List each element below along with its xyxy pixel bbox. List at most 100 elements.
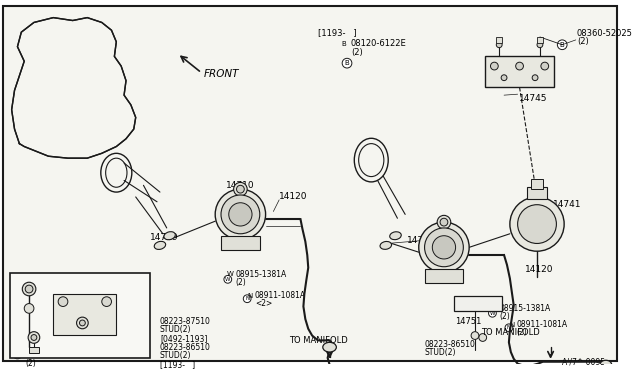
- Circle shape: [77, 317, 88, 329]
- Circle shape: [24, 304, 34, 313]
- Ellipse shape: [106, 158, 127, 187]
- Text: (2): (2): [577, 37, 589, 46]
- Text: 08120-61633: 08120-61633: [25, 350, 76, 359]
- Text: B: B: [345, 60, 349, 66]
- Bar: [537, 37, 543, 43]
- Text: 08360-52025: 08360-52025: [577, 29, 632, 38]
- Text: W: W: [225, 277, 230, 282]
- Text: B: B: [342, 41, 346, 47]
- Text: 14751: 14751: [456, 317, 482, 326]
- Text: 08223-87510: 08223-87510: [160, 317, 211, 326]
- Text: [0492-0893]: [0492-0893]: [39, 293, 86, 302]
- Text: STUD(2): STUD(2): [160, 325, 191, 334]
- Circle shape: [419, 222, 469, 273]
- Ellipse shape: [390, 232, 401, 240]
- Text: 14719: 14719: [407, 236, 436, 245]
- Circle shape: [215, 189, 266, 240]
- Circle shape: [516, 62, 524, 70]
- Text: 08120-6122E: 08120-6122E: [351, 39, 406, 48]
- Text: 14120: 14120: [525, 265, 554, 274]
- Ellipse shape: [600, 360, 612, 369]
- Text: B: B: [15, 351, 20, 357]
- Circle shape: [424, 228, 463, 267]
- Circle shape: [510, 197, 564, 251]
- Text: [1193-   ]: [1193- ]: [160, 360, 195, 369]
- Text: STUD(2): STUD(2): [424, 349, 456, 357]
- Text: 08911-1081A: 08911-1081A: [255, 291, 306, 300]
- Bar: [221, 236, 260, 250]
- Ellipse shape: [355, 138, 388, 182]
- Bar: [454, 296, 502, 311]
- Circle shape: [541, 62, 548, 70]
- Circle shape: [490, 62, 498, 70]
- Text: B: B: [560, 42, 564, 48]
- Text: W: W: [227, 272, 234, 278]
- Text: 14741: 14741: [552, 200, 581, 209]
- Text: (2): (2): [351, 48, 363, 57]
- Text: (2): (2): [25, 359, 36, 368]
- Bar: [53, 294, 116, 334]
- Circle shape: [224, 275, 232, 283]
- Circle shape: [505, 324, 513, 332]
- Polygon shape: [12, 17, 136, 158]
- Circle shape: [479, 334, 486, 341]
- Circle shape: [228, 203, 252, 226]
- Circle shape: [234, 182, 247, 196]
- Bar: [531, 179, 543, 189]
- Bar: [424, 269, 463, 283]
- Text: [1193-   ]: [1193- ]: [318, 28, 356, 37]
- Bar: [10, 273, 150, 358]
- Text: 14745: 14745: [518, 94, 547, 103]
- Circle shape: [243, 295, 251, 302]
- Text: 14719: 14719: [150, 233, 179, 242]
- Ellipse shape: [101, 153, 132, 192]
- Circle shape: [25, 285, 33, 293]
- Circle shape: [342, 58, 352, 68]
- Text: 08915-1381A: 08915-1381A: [236, 270, 287, 279]
- Text: 14755P: 14755P: [456, 299, 487, 308]
- Text: (2): (2): [516, 328, 527, 337]
- Text: TO MANIFOLD: TO MANIFOLD: [481, 328, 540, 337]
- Circle shape: [501, 75, 507, 81]
- Circle shape: [518, 205, 556, 243]
- Text: 08223-86510: 08223-86510: [424, 340, 476, 349]
- Bar: [29, 347, 39, 353]
- Circle shape: [433, 236, 456, 259]
- Circle shape: [13, 349, 22, 359]
- Text: (2): (2): [236, 278, 246, 287]
- Circle shape: [58, 297, 68, 307]
- Text: 08223-86510: 08223-86510: [160, 343, 211, 352]
- Bar: [484, 57, 554, 87]
- Text: N: N: [507, 325, 511, 330]
- Circle shape: [79, 320, 85, 326]
- Text: [0492-1193]: [0492-1193]: [160, 334, 207, 343]
- Text: 14710: 14710: [426, 248, 455, 257]
- Circle shape: [532, 75, 538, 81]
- Text: N: N: [245, 296, 249, 301]
- Circle shape: [221, 195, 260, 234]
- Text: 14120: 14120: [279, 192, 308, 201]
- Text: <2>: <2>: [255, 299, 272, 308]
- Circle shape: [496, 42, 502, 48]
- Bar: [496, 37, 502, 43]
- Circle shape: [237, 185, 244, 193]
- Text: 14730: 14730: [39, 273, 65, 282]
- Ellipse shape: [380, 241, 392, 249]
- Text: 14710: 14710: [226, 181, 255, 190]
- Text: W: W: [491, 305, 498, 311]
- Ellipse shape: [154, 241, 166, 250]
- Text: (2): (2): [499, 312, 510, 321]
- Circle shape: [31, 334, 37, 340]
- Text: N: N: [248, 293, 253, 299]
- Text: 14711A(FED): 14711A(FED): [39, 285, 89, 294]
- Ellipse shape: [164, 232, 175, 240]
- Text: 24239U: 24239U: [39, 333, 71, 342]
- Circle shape: [437, 215, 451, 229]
- Text: 08915-1381A: 08915-1381A: [499, 304, 550, 313]
- Text: W: W: [490, 311, 495, 316]
- Ellipse shape: [323, 342, 337, 352]
- Circle shape: [22, 282, 36, 296]
- Text: 08911-1081A: 08911-1081A: [516, 320, 568, 329]
- Circle shape: [537, 42, 543, 48]
- Circle shape: [102, 297, 111, 307]
